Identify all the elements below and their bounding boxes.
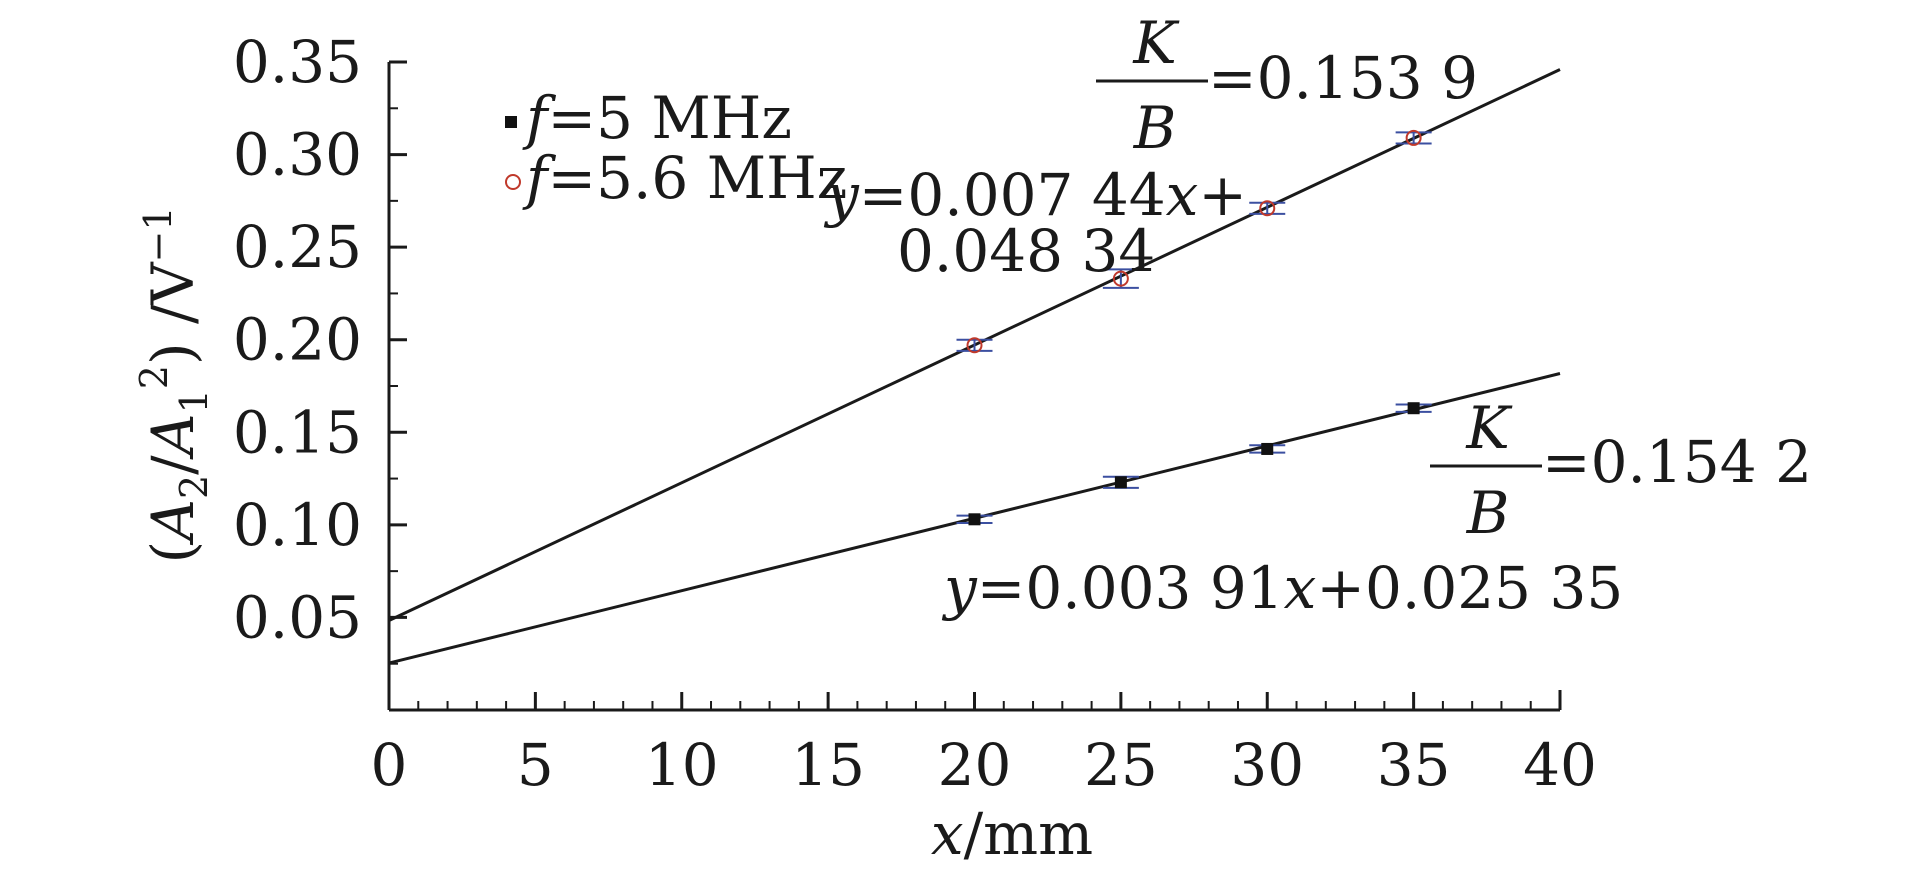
ratio-56mhz-denominator: B (1133, 94, 1177, 162)
markers (966, 129, 1422, 526)
ratio-5mhz: K B =0.154 2 (1430, 394, 1812, 547)
y-tick-label: 0.10 (233, 491, 362, 559)
ratio-56mhz: K B =0.153 9 (1096, 9, 1478, 162)
data-point-square (1114, 476, 1127, 489)
y-tick-label: 0.20 (233, 306, 362, 374)
x-tick-label: 10 (645, 731, 719, 799)
legend-label-5mhz: f=5 MHz (522, 84, 792, 152)
x-tick-label: 35 (1377, 731, 1451, 799)
x-tick-label: 20 (938, 731, 1012, 799)
x-tick-label: 30 (1230, 731, 1304, 799)
equation-5mhz: y=0.003 91x+0.025 35 (941, 554, 1623, 622)
x-axis-label: x/mm (931, 800, 1093, 868)
data-point-square (1407, 402, 1420, 415)
ratio-56mhz-numerator: K (1132, 9, 1180, 77)
ratio-5mhz-numerator: K (1465, 394, 1513, 462)
legend: f=5 MHz f=5.6 MHz (505, 84, 847, 212)
data-point-square (968, 513, 981, 526)
data-point-circle (1259, 200, 1276, 217)
data-point-circle (966, 337, 983, 354)
y-axis-label: (A2/A12) /V−1 (132, 206, 216, 563)
x-tick-label: 15 (791, 731, 865, 799)
y-tick-label: 0.25 (233, 213, 362, 281)
y-tick-label: 0.35 (233, 28, 362, 96)
x-tick-label: 25 (1084, 731, 1158, 799)
legend-label-56mhz: f=5.6 MHz (522, 144, 847, 212)
y-tick-label: 0.05 (233, 583, 362, 651)
ratio-5mhz-value: =0.154 2 (1542, 428, 1812, 496)
x-tick-label: 40 (1523, 731, 1597, 799)
data-point-circle (1112, 270, 1129, 287)
legend-marker-square (505, 116, 517, 128)
y-tick-label: 0.30 (233, 121, 362, 189)
x-tick-label: 0 (371, 731, 408, 799)
ratio-56mhz-value: =0.153 9 (1208, 44, 1478, 112)
ticks: 0 5 10 15 20 25 30 35 40 0.05 0.10 0.15 0.20 0.25 0.30… (233, 28, 1597, 799)
equation-56mhz-line1: y=0.007 44x+ (823, 161, 1247, 229)
data-point-square (1261, 442, 1274, 455)
ratio-5mhz-denominator: B (1466, 479, 1510, 547)
data-point-circle (1405, 129, 1422, 146)
equation-56mhz-line2: 0.048 34 (897, 217, 1155, 285)
y-tick-label: 0.15 (233, 398, 362, 466)
x-tick-label: 5 (517, 731, 554, 799)
legend-marker-circle (505, 174, 521, 190)
